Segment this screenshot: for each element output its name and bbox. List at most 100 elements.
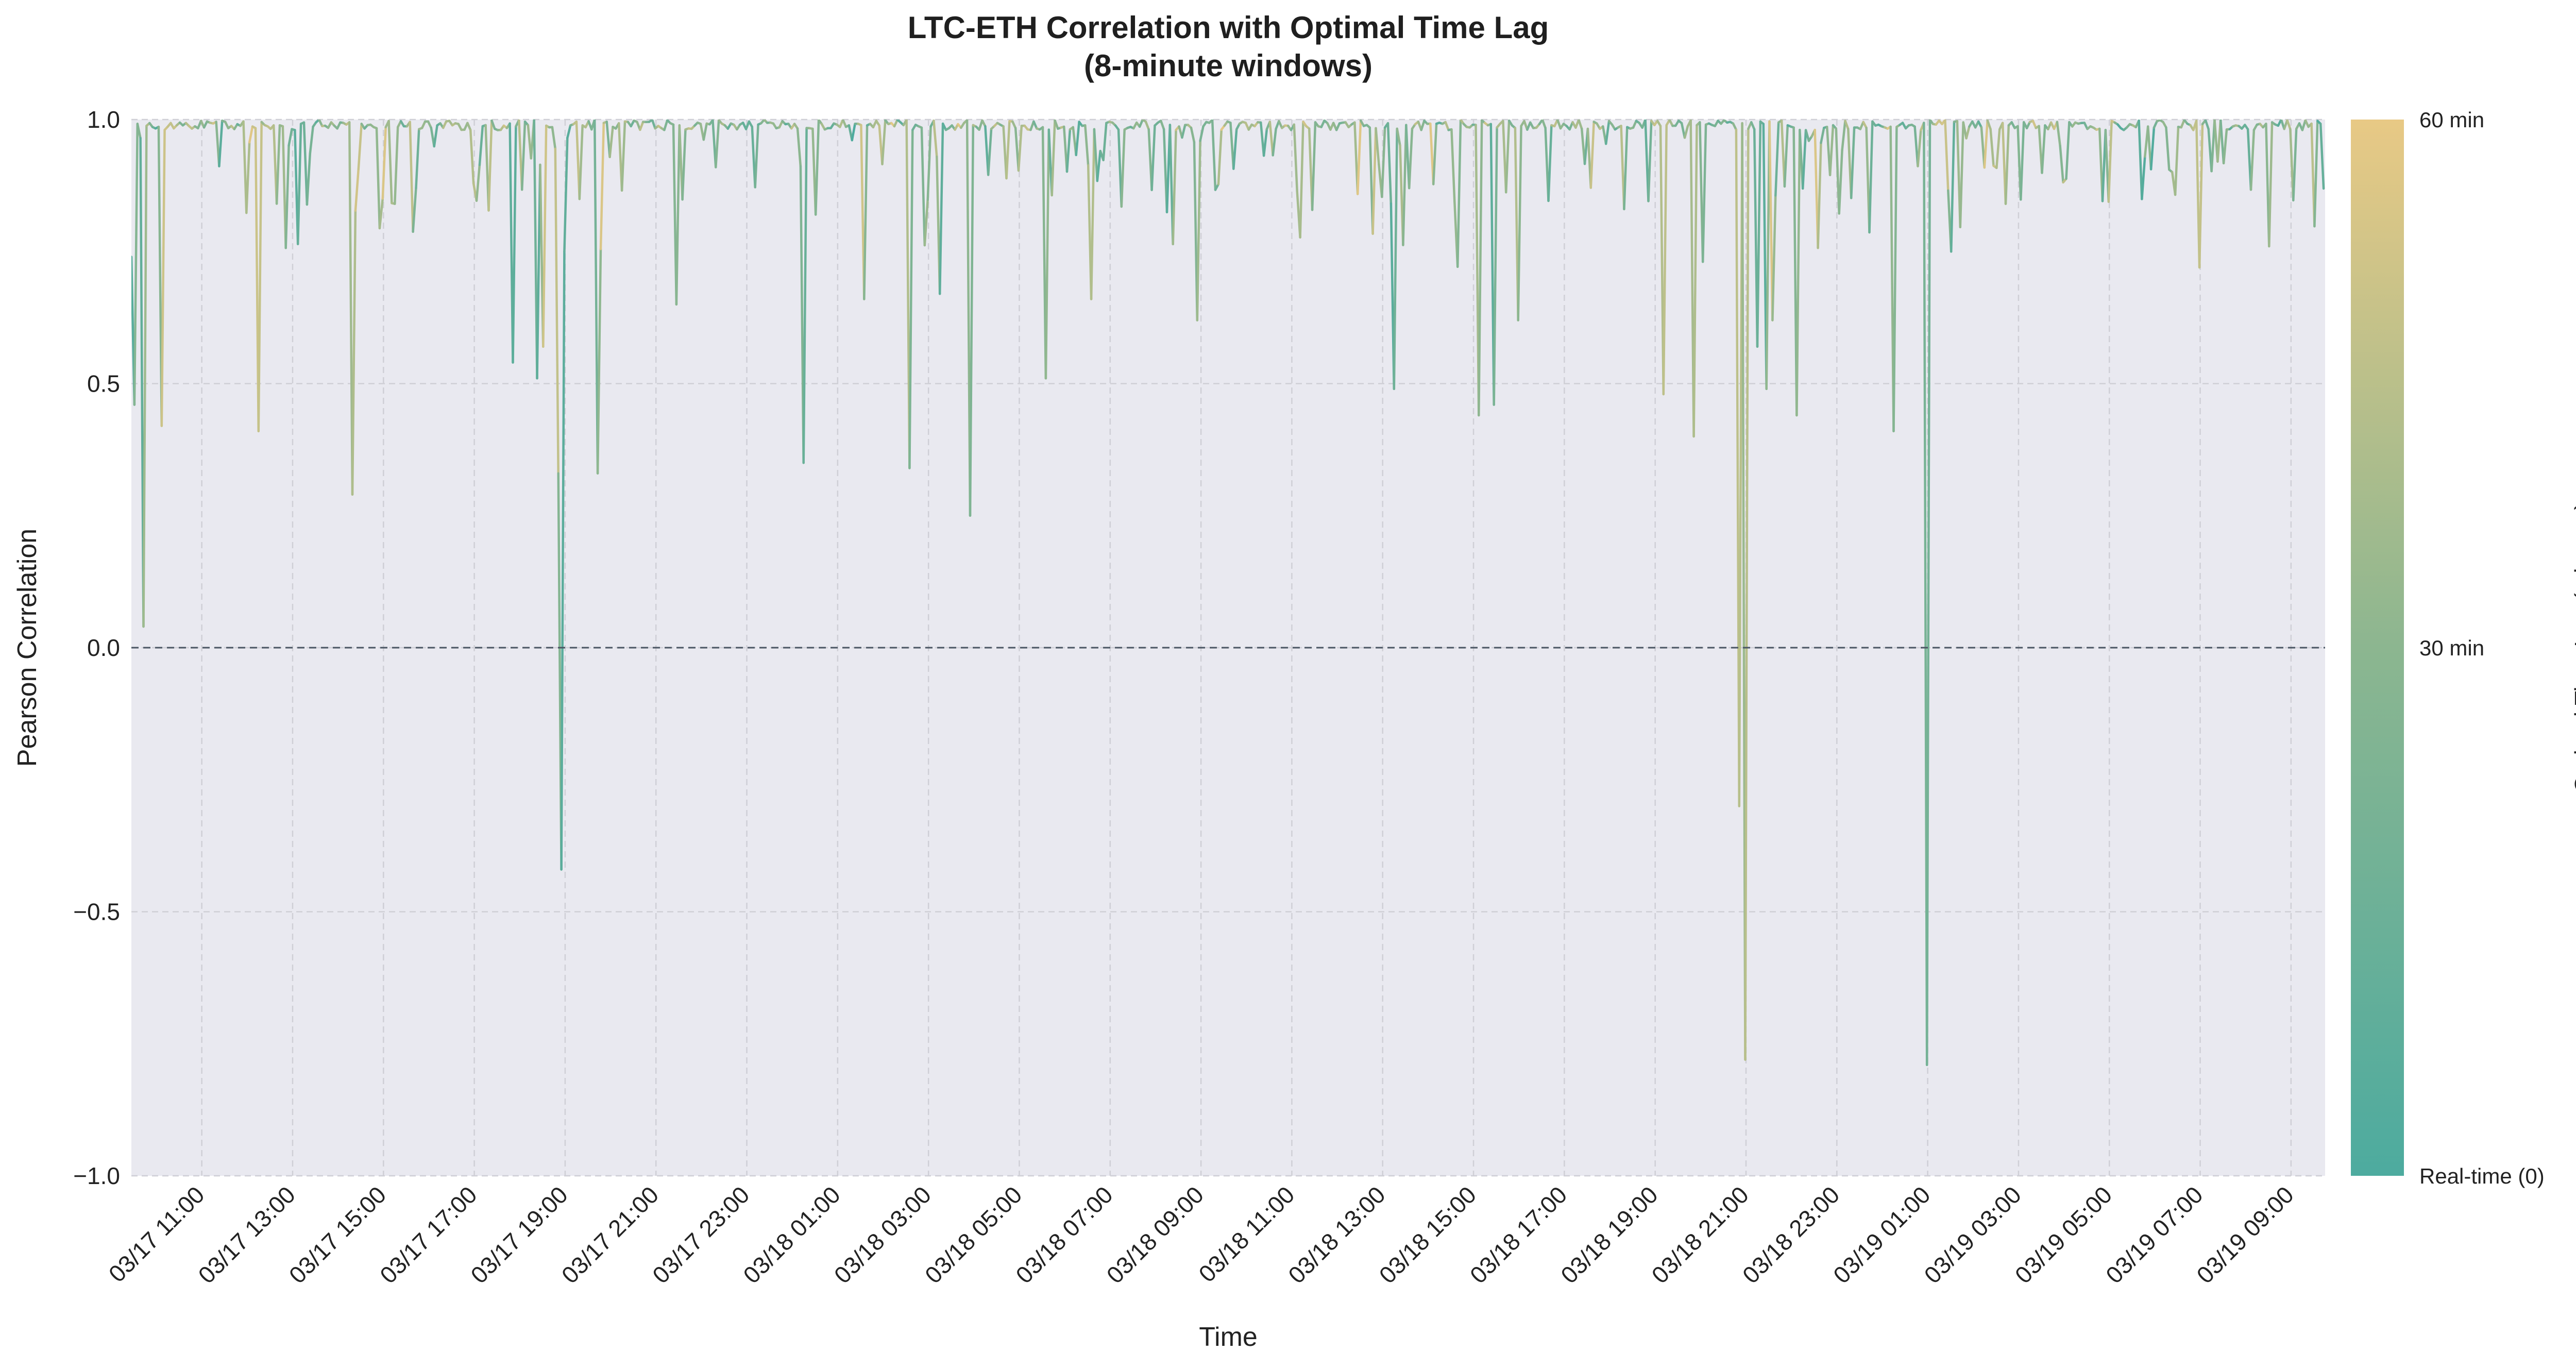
series-segment <box>487 120 493 212</box>
series-segment <box>1278 120 1283 129</box>
series-segment <box>302 121 309 206</box>
series-segment <box>1917 129 1922 167</box>
series-segment <box>1159 120 1165 131</box>
series-segment <box>1692 124 1698 438</box>
series-segment <box>348 121 354 496</box>
series-segment <box>1604 120 1611 145</box>
series-segment <box>1005 120 1011 180</box>
chart-subtitle: (8-minute windows) <box>1084 48 1372 83</box>
series-segment <box>1371 127 1377 235</box>
series-segment <box>675 124 681 306</box>
series-segment <box>2149 126 2156 171</box>
series-segment <box>596 248 602 475</box>
series-segment <box>466 122 472 131</box>
x-tick-label: 03/18 11:00 <box>1193 1181 1299 1287</box>
series-segment <box>1750 121 1756 131</box>
x-tick-label: 03/18 09:00 <box>1101 1181 1209 1289</box>
series-segment <box>1783 124 1789 188</box>
series-segment <box>1044 128 1050 380</box>
correlation-series <box>131 120 2325 1067</box>
series-segment <box>551 126 557 150</box>
series-segment <box>814 120 820 216</box>
series-segment <box>387 120 393 205</box>
series-segment <box>651 120 656 130</box>
series-segment <box>1211 120 1217 191</box>
series-segment <box>1817 141 1822 249</box>
x-tick-label: 03/18 19:00 <box>1555 1181 1663 1289</box>
series-segment <box>1950 121 1956 253</box>
series-segment <box>1402 124 1408 246</box>
series-segment <box>420 120 427 129</box>
series-segment <box>681 128 687 201</box>
series-segment <box>287 128 293 147</box>
series-segment <box>306 152 312 206</box>
series-segment <box>1262 128 1268 157</box>
series-segment <box>2031 120 2037 129</box>
series-segment <box>1804 129 1810 142</box>
series-segment <box>2198 123 2204 269</box>
series-segment <box>1408 127 1414 190</box>
series-segment <box>663 120 669 131</box>
series-segment <box>908 129 914 469</box>
series-segment <box>1983 120 1989 169</box>
x-tick-label: 03/17 17:00 <box>375 1181 482 1289</box>
series-segment <box>1701 123 1707 263</box>
series-segment <box>1393 127 1398 391</box>
series-segment <box>433 124 438 148</box>
series-segment <box>1556 120 1562 130</box>
series-segment <box>1632 120 1638 129</box>
series-segment <box>1986 120 1992 130</box>
series-segment <box>409 121 414 233</box>
series-segment <box>2165 126 2171 171</box>
series-segment <box>1517 125 1522 322</box>
colorbar-ticks: 60 min 30 min Real-time (0) <box>2419 108 2545 1188</box>
series-segment <box>1478 120 1483 417</box>
series-segment <box>563 137 569 253</box>
series-segment <box>2249 128 2256 191</box>
x-tick-label: 03/18 21:00 <box>1646 1181 1754 1289</box>
series-segment <box>1293 123 1298 193</box>
series-segment <box>881 120 887 165</box>
series-segment <box>599 122 605 250</box>
series-segment <box>1272 127 1277 157</box>
series-segment <box>2180 120 2185 129</box>
series-segment <box>1995 128 2001 170</box>
series-segment <box>796 127 802 168</box>
series-segment <box>2268 121 2274 248</box>
series-segment <box>394 126 399 205</box>
series-segment <box>1181 124 1187 139</box>
x-tick-label: 03/17 23:00 <box>647 1181 755 1289</box>
series-segment <box>275 124 281 205</box>
series-segment <box>351 209 357 496</box>
series-segment <box>754 123 759 189</box>
y-tick-label: −1.0 <box>73 1162 120 1189</box>
series-segment <box>512 125 517 364</box>
series-segment <box>1835 127 1840 215</box>
series-segment <box>2065 121 2071 180</box>
series-segment <box>412 187 417 233</box>
series-segment <box>1356 120 1362 195</box>
series-segment <box>1386 122 1393 205</box>
series-segment <box>1090 128 1096 300</box>
series-segment <box>1756 120 1762 348</box>
series-segment <box>560 250 566 871</box>
series-segment <box>2286 120 2292 130</box>
series-segment <box>893 120 899 128</box>
series-segment <box>1144 120 1150 131</box>
x-tick-label: 03/18 17:00 <box>1465 1181 1572 1289</box>
colorbar-tick-label: 60 min <box>2419 108 2484 132</box>
series-segment <box>542 124 548 348</box>
series-segment <box>1120 128 1126 208</box>
series-segment <box>1190 126 1196 143</box>
series-segment <box>136 123 142 140</box>
x-tick-label: 03/19 01:00 <box>1828 1181 1936 1289</box>
series-segment <box>578 124 584 200</box>
x-tick-label: 03/18 01:00 <box>738 1181 845 1289</box>
series-segment <box>415 128 420 189</box>
series-segment <box>1102 122 1108 161</box>
series-segment <box>427 120 433 129</box>
series-segment <box>1232 128 1238 170</box>
series-segment <box>978 120 984 131</box>
series-segment <box>920 126 926 247</box>
